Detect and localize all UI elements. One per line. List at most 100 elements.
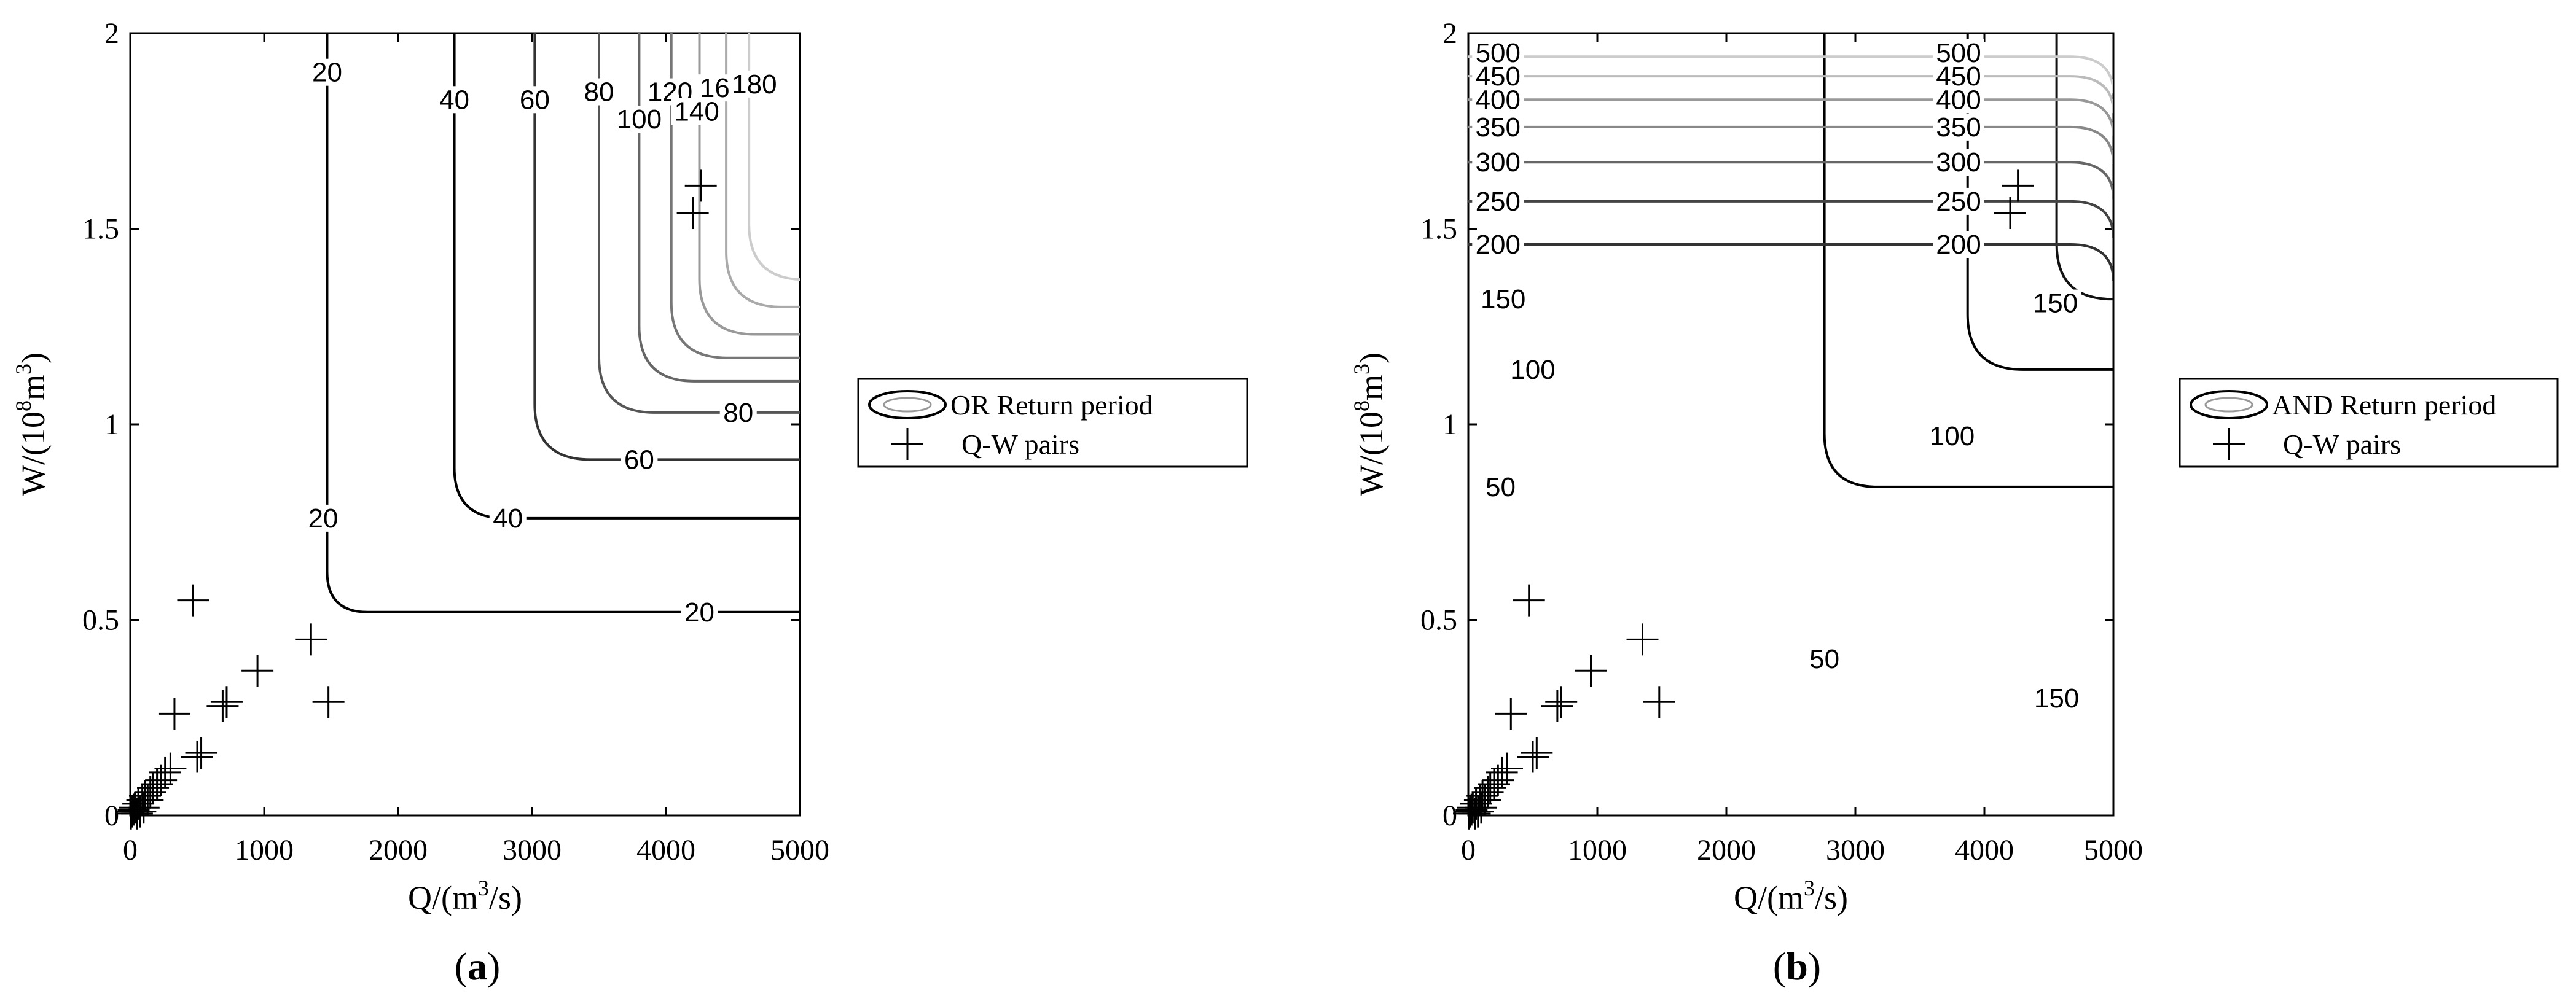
y-axis-title: W/(108m3): [1349, 352, 1390, 496]
contour-label-bg: [671, 98, 723, 125]
contour-label-bg: [489, 504, 527, 532]
qw-point: [1513, 584, 1545, 617]
legend-contour-icon-inner: [883, 397, 932, 413]
contour-line-50: [1823, 33, 2113, 488]
contour-line-80: [598, 33, 800, 414]
contour-label: 500: [1936, 38, 1981, 68]
qw-point: [141, 768, 173, 801]
contour-label: 500: [1476, 38, 1521, 68]
contour-label-bg: [1507, 356, 1559, 383]
qw-point: [137, 772, 170, 804]
qw-point: [181, 741, 213, 773]
contour-label-bg: [719, 399, 757, 426]
y-tick-label: 0.5: [1420, 604, 1457, 637]
panel-b: 0 1000 2000 3000 4000 5000 0 0.5 1 1.5 2 Q/(m3/s) W/…: [1349, 17, 2559, 988]
contour-label: 20: [308, 504, 338, 534]
qw-point: [1575, 655, 1607, 687]
qw-point: [1495, 698, 1527, 730]
contour-label-bg: [1933, 86, 1984, 114]
contour-label: 20: [684, 597, 714, 628]
qw-point: [1626, 623, 1659, 656]
contour-line-400: [1468, 98, 2113, 137]
qw-point: [145, 764, 178, 796]
contour-lines: [326, 33, 800, 613]
y-tick-label: 2: [104, 17, 119, 50]
x-tick-label: 1000: [1568, 834, 1627, 866]
contour-label-bg: [1933, 230, 1984, 258]
y-tick-label: 0.5: [82, 604, 119, 637]
qw-point: [295, 623, 327, 656]
qw-point: [1994, 197, 2026, 230]
contour-label-bg: [1472, 230, 1524, 258]
contour-label-bg: [516, 86, 554, 114]
contour-label-bg: [1472, 113, 1524, 141]
qw-points: [115, 169, 717, 830]
contour-label-bg: [304, 504, 342, 532]
qw-point: [1517, 741, 1549, 773]
qw-point: [1643, 686, 1675, 718]
contour-label: 180: [732, 69, 777, 99]
qw-point: [210, 686, 243, 718]
contour-label: 250: [1936, 187, 1981, 217]
y-tick-label: 2: [1443, 17, 1457, 50]
legend-contour-icon-inner: [2204, 397, 2253, 413]
y-axis-title: W/(108m3): [11, 352, 52, 496]
qw-point: [127, 792, 160, 824]
qw-point: [1469, 784, 1501, 816]
contour-label: 60: [520, 85, 550, 115]
contour-label: 450: [1936, 61, 1981, 91]
contour-label-bg: [728, 70, 780, 98]
x-axis-title: Q/(m3/s): [1734, 876, 1848, 916]
legend-box: [2179, 378, 2559, 468]
contour-line-300: [1468, 161, 2113, 200]
contour-label-bg: [1482, 473, 1519, 500]
contour-line-450: [1468, 75, 2113, 114]
contour-label: 200: [1936, 230, 1981, 260]
contour-label-bg: [1472, 149, 1524, 176]
contour-line-20: [326, 33, 800, 613]
qw-point: [177, 584, 209, 617]
plot-frame: [1467, 32, 2115, 817]
contour-label: 350: [1476, 112, 1521, 142]
contour-line-500: [1468, 55, 2113, 94]
qw-point: [149, 756, 181, 788]
contour-label-bg: [1477, 286, 1529, 313]
contour-label-bg: [436, 86, 473, 114]
qw-point: [684, 169, 717, 202]
y-tick-label: 1: [104, 408, 119, 441]
contour-label: 20: [312, 58, 342, 88]
contour-label: 300: [1936, 147, 1981, 177]
y-tick-label: 1.5: [1420, 213, 1457, 246]
legend-label-contour: OR Return period: [950, 389, 1153, 421]
x-tick-label: 1000: [235, 834, 294, 866]
contour-line-100: [1966, 33, 2113, 371]
y-tick-label: 1: [1443, 408, 1457, 441]
qw-point: [1545, 686, 1578, 718]
contour-label: 60: [624, 445, 654, 475]
contour-line-120: [670, 33, 800, 359]
contour-label-bg: [1933, 63, 1984, 90]
x-tick-label: 5000: [2084, 834, 2143, 866]
contour-label-bg: [1933, 149, 1984, 176]
qw-point: [1541, 690, 1573, 722]
x-tick-label: 4000: [1955, 834, 2014, 866]
contour-label: 80: [723, 398, 753, 428]
contour-label: 140: [674, 96, 719, 126]
contour-label: 50: [1486, 472, 1516, 502]
panel-label: (a): [455, 944, 501, 988]
qw-point: [185, 737, 217, 769]
panel-a: 0 1000 2000 3000 4000 5000 0 0.5 1 1.5 2 Q/(m3/s) W/…: [11, 17, 1248, 988]
contour-label-bg: [1806, 645, 1843, 673]
y-tick-label: 0: [1443, 800, 1457, 832]
legend-contour-icon: [868, 390, 947, 419]
x-tick-label: 2000: [1697, 834, 1756, 866]
contour-label-bg: [681, 598, 718, 626]
legend-label-points: Q-W pairs: [961, 429, 1079, 460]
contour-label-bg: [1926, 422, 1978, 450]
contour-label: 150: [1481, 284, 1525, 314]
legend-label-contour: AND Return period: [2272, 389, 2496, 421]
qw-point: [676, 197, 709, 230]
qw-point: [1466, 780, 1499, 812]
contour-label-bg: [581, 78, 617, 106]
